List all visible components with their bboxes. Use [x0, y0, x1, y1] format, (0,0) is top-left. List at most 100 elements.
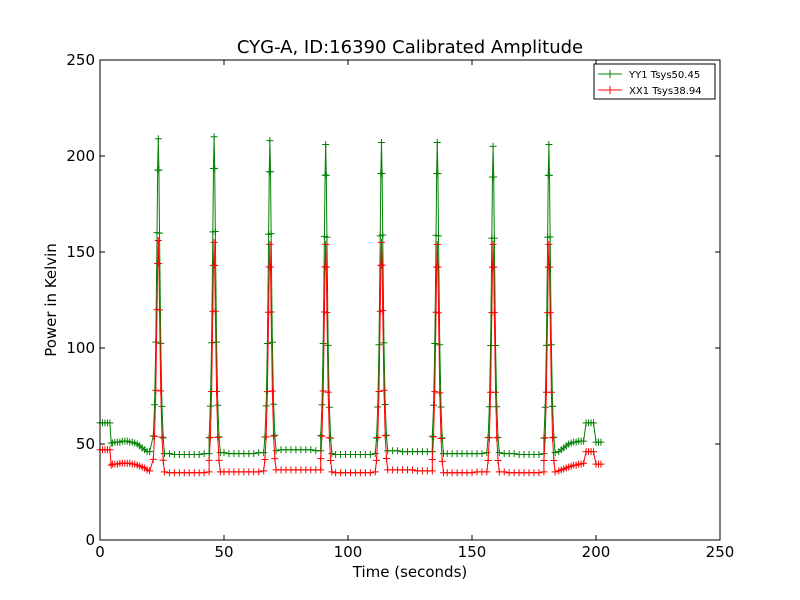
data-point-marker	[381, 401, 389, 408]
data-point-marker	[551, 468, 559, 476]
data-point-marker	[213, 388, 221, 396]
data-point-marker	[483, 449, 491, 457]
data-point-marker	[260, 449, 268, 457]
data-point-marker	[489, 240, 497, 248]
data-point-marker	[270, 400, 278, 408]
data-point-marker	[214, 433, 222, 441]
data-point-marker	[158, 402, 166, 410]
data-point-marker	[484, 456, 492, 464]
legend-marker	[606, 86, 614, 94]
data-point-marker	[428, 432, 436, 440]
data-point-marker	[195, 451, 203, 459]
data-point-marker	[547, 341, 555, 349]
data-point-marker	[268, 338, 276, 346]
data-point-marker	[366, 451, 374, 459]
data-point-marker	[157, 339, 165, 347]
data-point-marker	[373, 456, 381, 464]
data-point-marker	[206, 433, 214, 441]
y-tick-label: 50	[76, 435, 95, 453]
data-point-marker	[540, 468, 548, 476]
data-point-marker	[490, 234, 498, 242]
data-point-marker	[436, 341, 444, 349]
data-point-marker	[377, 238, 385, 246]
data-point-marker	[545, 140, 553, 148]
data-point-marker	[379, 307, 387, 315]
x-tick-label: 250	[706, 543, 735, 561]
data-point-marker	[378, 169, 386, 177]
data-point-marker	[263, 339, 271, 347]
data-point-marker	[489, 142, 497, 150]
data-point-marker	[541, 403, 549, 411]
data-point-marker	[431, 388, 439, 396]
y-tick-label: 100	[66, 339, 95, 357]
data-point-marker	[380, 339, 388, 347]
data-point-marker	[317, 455, 325, 463]
data-point-marker	[211, 307, 219, 315]
data-point-marker	[434, 263, 442, 271]
data-point-marker	[211, 228, 219, 236]
data-point-marker	[319, 340, 327, 348]
data-point-marker	[146, 448, 154, 456]
data-point-marker	[366, 469, 374, 477]
data-point-marker	[159, 434, 167, 442]
data-point-marker	[323, 309, 331, 317]
x-tick-label: 50	[214, 543, 233, 561]
data-point-marker	[157, 387, 165, 395]
data-point-marker	[156, 229, 164, 237]
series-xx1	[96, 236, 605, 477]
data-point-marker	[307, 446, 315, 454]
data-point-marker	[433, 240, 441, 248]
data-point-marker	[371, 450, 379, 458]
data-point-marker	[271, 431, 279, 439]
data-point-marker	[436, 389, 444, 397]
data-point-marker	[490, 309, 498, 317]
data-point-marker	[267, 308, 275, 316]
data-point-marker	[379, 231, 387, 239]
data-point-marker	[210, 238, 218, 246]
data-point-marker	[377, 139, 385, 147]
data-point-marker	[541, 434, 549, 442]
data-point-marker	[322, 263, 330, 271]
data-point-marker	[394, 447, 402, 455]
data-point-marker	[215, 433, 223, 441]
data-point-marker	[485, 403, 493, 411]
data-point-marker	[324, 388, 332, 396]
data-point-marker	[267, 230, 275, 238]
data-point-marker	[322, 171, 330, 179]
data-point-marker	[106, 419, 114, 427]
data-point-marker	[214, 401, 222, 409]
data-point-marker	[260, 467, 268, 475]
data-point-marker	[322, 140, 330, 148]
data-point-marker	[545, 240, 553, 248]
data-point-marker	[437, 435, 445, 443]
data-point-marker	[510, 450, 518, 458]
data-point-marker	[317, 431, 325, 439]
y-tick-label: 200	[66, 147, 95, 165]
data-point-marker	[428, 467, 436, 475]
data-point-marker	[382, 455, 390, 463]
legend-label: YY1 Tsys50.45	[628, 70, 700, 81]
data-point-marker	[580, 437, 588, 445]
series-yy1	[96, 133, 605, 459]
data-point-marker	[549, 434, 557, 442]
data-point-marker	[261, 456, 269, 464]
data-point-marker	[154, 135, 162, 143]
data-point-marker	[493, 434, 501, 442]
data-point-marker	[267, 263, 274, 271]
axes: 0 50 100 150 200 250 0 50 100 150 200 250	[66, 51, 734, 561]
legend-marker	[606, 70, 614, 78]
data-point-marker	[272, 447, 280, 455]
chart-title: CYG-A, ID:16390 Calibrated Amplitude	[237, 37, 583, 58]
data-point-marker	[211, 261, 219, 269]
data-point-marker	[146, 467, 154, 475]
data-point-marker	[546, 309, 554, 317]
data-point-marker	[590, 419, 598, 427]
data-point-marker	[433, 139, 441, 147]
data-point-marker	[495, 449, 503, 457]
data-point-marker	[205, 468, 213, 476]
data-point-marker	[324, 341, 332, 349]
data-point-marker	[485, 434, 493, 442]
data-point-marker	[318, 401, 326, 409]
